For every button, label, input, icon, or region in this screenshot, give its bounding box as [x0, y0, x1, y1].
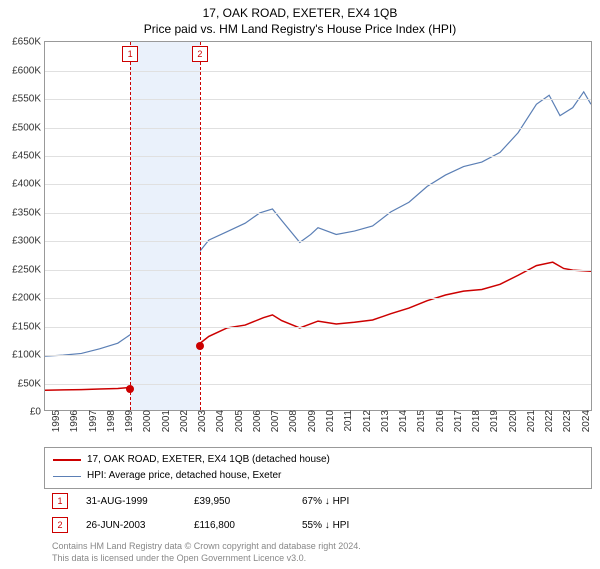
y-axis-label: £300K: [12, 236, 45, 247]
x-axis-label: 1999: [122, 410, 135, 432]
x-axis-label: 2005: [232, 410, 245, 432]
x-axis-label: 2016: [433, 410, 446, 432]
x-axis-label: 2017: [451, 410, 464, 432]
footer-line: This data is licensed under the Open Gov…: [52, 553, 584, 565]
x-axis-label: 1996: [67, 410, 80, 432]
x-axis-label: 2024: [579, 410, 592, 432]
attribution-footer: Contains HM Land Registry data © Crown c…: [44, 537, 592, 568]
x-axis-label: 2022: [542, 410, 555, 432]
y-axis-label: £500K: [12, 122, 45, 133]
series-line: [45, 92, 591, 356]
legend-swatch: [53, 459, 81, 461]
x-axis-label: 1998: [104, 410, 117, 432]
legend-row: 17, OAK ROAD, EXETER, EX4 1QB (detached …: [53, 452, 583, 468]
gridline: [45, 128, 591, 129]
gridline: [45, 384, 591, 385]
x-axis-label: 2001: [159, 410, 172, 432]
x-axis-label: 2023: [560, 410, 573, 432]
y-axis-label: £0: [30, 407, 45, 418]
legend-label: HPI: Average price, detached house, Exet…: [87, 468, 281, 484]
gridline: [45, 213, 591, 214]
gridline: [45, 355, 591, 356]
x-axis-label: 1995: [49, 410, 62, 432]
footer-line: Contains HM Land Registry data © Crown c…: [52, 541, 584, 553]
gridline: [45, 99, 591, 100]
transaction-date: 26-JUN-2003: [86, 520, 176, 531]
x-axis-label: 2009: [305, 410, 318, 432]
transaction-vline: [200, 42, 201, 410]
x-axis-label: 2004: [213, 410, 226, 432]
chart-title: 17, OAK ROAD, EXETER, EX4 1QB: [0, 0, 600, 22]
chart-subtitle: Price paid vs. HM Land Registry's House …: [0, 22, 600, 42]
x-axis-label: 2002: [177, 410, 190, 432]
chart-plot-area: £0£50K£100K£150K£200K£250K£300K£350K£400…: [44, 41, 592, 411]
transaction-index-box: 2: [52, 517, 68, 533]
transaction-index-box: 1: [52, 493, 68, 509]
gridline: [45, 298, 591, 299]
x-axis-label: 2011: [341, 410, 354, 432]
x-axis-label: 2019: [487, 410, 500, 432]
y-axis-label: £400K: [12, 179, 45, 190]
x-axis-label: 2003: [195, 410, 208, 432]
x-axis-label: 2021: [524, 410, 537, 432]
chart-footer-block: 17, OAK ROAD, EXETER, EX4 1QB (detached …: [44, 447, 592, 568]
y-axis-label: £550K: [12, 94, 45, 105]
transaction-relative: 67% ↓ HPI: [302, 496, 422, 507]
y-axis-label: £50K: [18, 378, 45, 389]
gridline: [45, 71, 591, 72]
chart-legend: 17, OAK ROAD, EXETER, EX4 1QB (detached …: [44, 447, 592, 489]
y-axis-label: £350K: [12, 207, 45, 218]
legend-swatch: [53, 476, 81, 477]
legend-row: HPI: Average price, detached house, Exet…: [53, 468, 583, 484]
gridline: [45, 241, 591, 242]
x-axis-label: 2012: [360, 410, 373, 432]
transaction-price: £116,800: [194, 520, 284, 531]
y-axis-label: £200K: [12, 293, 45, 304]
y-axis-label: £600K: [12, 65, 45, 76]
transaction-point: [126, 385, 134, 393]
x-axis-label: 2008: [286, 410, 299, 432]
transaction-row: 1 31-AUG-1999 £39,950 67% ↓ HPI: [44, 489, 592, 513]
transaction-marker: 2: [192, 46, 208, 62]
transaction-point: [196, 342, 204, 350]
legend-label: 17, OAK ROAD, EXETER, EX4 1QB (detached …: [87, 452, 330, 468]
x-axis-label: 2018: [469, 410, 482, 432]
transaction-list: 1 31-AUG-1999 £39,950 67% ↓ HPI 2 26-JUN-2003…: [44, 489, 592, 537]
transaction-row: 2 26-JUN-2003 £116,800 55% ↓ HPI: [44, 513, 592, 537]
transaction-relative: 55% ↓ HPI: [302, 520, 422, 531]
y-axis-label: £450K: [12, 151, 45, 162]
y-axis-label: £250K: [12, 264, 45, 275]
transaction-price: £39,950: [194, 496, 284, 507]
x-axis-label: 2007: [268, 410, 281, 432]
x-axis-label: 2006: [250, 410, 263, 432]
gridline: [45, 184, 591, 185]
transaction-date: 31-AUG-1999: [86, 496, 176, 507]
transaction-vline: [130, 42, 131, 410]
y-axis-label: £100K: [12, 350, 45, 361]
x-axis-label: 2015: [414, 410, 427, 432]
x-axis-label: 2020: [506, 410, 519, 432]
x-axis-label: 1997: [86, 410, 99, 432]
gridline: [45, 327, 591, 328]
y-axis-label: £650K: [12, 37, 45, 48]
transaction-marker: 1: [122, 46, 138, 62]
gridline: [45, 270, 591, 271]
x-axis-label: 2013: [378, 410, 391, 432]
y-axis-label: £150K: [12, 321, 45, 332]
x-axis-label: 2000: [140, 410, 153, 432]
x-axis-label: 2014: [396, 410, 409, 432]
x-axis-label: 2010: [323, 410, 336, 432]
gridline: [45, 156, 591, 157]
